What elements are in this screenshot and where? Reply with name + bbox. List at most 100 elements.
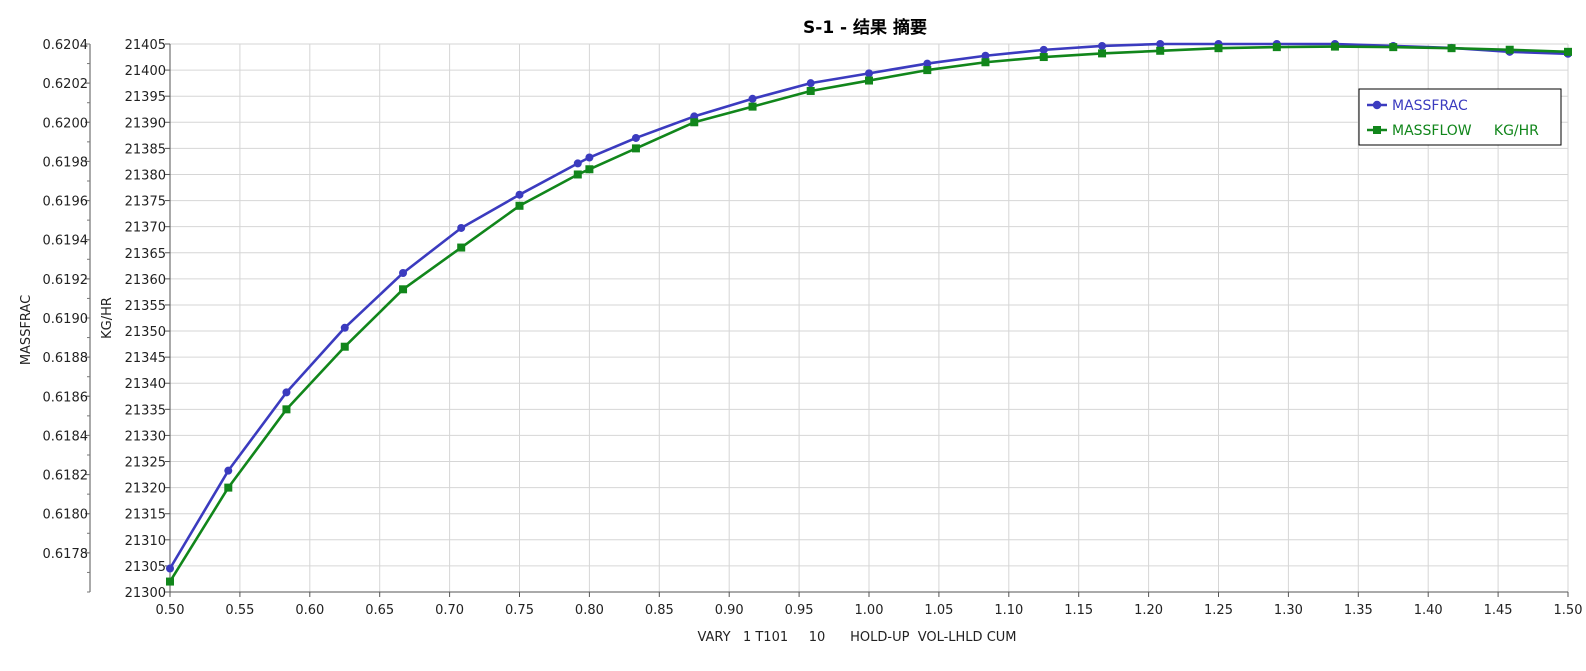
right-axis-tick-label: 21365 [125,247,166,262]
data-point-massflow [865,76,873,85]
x-tick-label: 1.40 [1414,603,1443,618]
left-axis-tick-label: 0.6190 [43,312,89,327]
series-layer [166,40,1572,586]
right-axis-ticks: 21300 21305 21310 21315 21320 21325 21330 21335… [125,38,170,601]
legend: MASSFRAC MASSFLOW KG/HR [1358,88,1562,146]
right-axis-tick-label: 21320 [125,482,166,497]
data-point-massflow [573,170,582,179]
data-point-massfrac [1098,41,1107,50]
x-tick-label: 0.60 [295,603,324,618]
right-axis-tick-label: 21330 [125,429,166,444]
left-axis-ticks: 0.6178 0.6180 0.6182 0.6184 0.6186 0.6188 0.61… [43,38,90,593]
left-axis-tick-label: 0.6192 [43,273,89,288]
legend-massfrac-label: MASSFRAC [1392,98,1468,114]
left-axis-tick-label: 0.6202 [43,77,89,92]
left-axis-tick-label: 0.6182 [43,469,89,484]
data-point-massflow [1098,49,1107,58]
data-point-massflow [1389,43,1398,52]
right-axis-tick-label: 21395 [125,90,166,105]
x-tick-label: 0.95 [785,603,814,618]
data-point-massflow [806,86,815,95]
left-axis-tick-label: 0.6204 [43,38,89,53]
right-axis-tick-label: 21300 [125,586,166,601]
data-point-massflow [1039,53,1048,62]
right-axis-tick-label: 21370 [125,221,166,236]
x-tick-label: 1.35 [1344,603,1373,618]
data-point-massfrac [573,159,582,168]
right-axis-tick-label: 21385 [125,142,166,157]
right-axis-tick-label: 21310 [125,534,166,549]
right-axis-tick-label: 21360 [125,273,166,288]
data-point-massfrac [1156,40,1165,48]
data-point-massfrac [585,153,594,162]
left-axis-tick-label: 0.6186 [43,390,89,405]
data-point-massflow [224,483,233,492]
right-axis-tick-label: 21405 [125,38,166,53]
x-tick-label: 0.80 [575,603,604,618]
data-point-massfrac [631,133,640,142]
data-point-massfrac [865,69,873,78]
left-axis-tick-label: 0.6200 [43,116,89,131]
data-point-massflow [1330,42,1339,51]
right-axis-tick-label: 21335 [125,403,166,418]
data-point-massfrac [1039,45,1048,54]
right-axis-tick-label: 21350 [125,325,166,340]
legend-entry-massflow: MASSFLOW KG/HR [1367,123,1539,139]
x-axis-label: VARY 1 T101 10 HOLD-UP VOL-LHLD CUM [697,630,1016,645]
data-point-massflow [457,243,466,252]
data-point-massflow [1214,44,1223,53]
right-axis-tick-label: 21400 [125,64,166,79]
legend-massflow-label: MASSFLOW KG/HR [1392,123,1539,139]
x-tick-label: 0.90 [715,603,744,618]
series-line-massflow [168,45,1569,583]
axes [89,44,1568,593]
data-point-massflow [399,285,408,294]
series-line-massfrac [168,42,1569,570]
right-axis-tick-label: 21375 [125,195,166,210]
right-axis-label: KG/HR [100,297,115,339]
data-point-massfrac [166,564,174,573]
right-axis-tick-label: 21380 [125,168,166,183]
left-axis-tick-label: 0.6194 [43,234,89,249]
data-point-massfrac [224,466,233,475]
legend-entry-massfrac: MASSFRAC [1367,98,1468,114]
data-point-massfrac [515,190,524,199]
x-tick-label: 1.10 [994,603,1023,618]
data-point-massfrac [457,223,466,232]
data-point-massflow [1272,43,1281,52]
data-point-massfrac [981,51,990,60]
data-point-massfrac [748,94,757,103]
chart-title: S-1 - 结果 摘要 [803,17,927,38]
data-point-massflow [1156,46,1165,55]
data-point-massflow [1564,47,1572,56]
data-point-massflow [981,58,990,67]
right-axis-tick-label: 21390 [125,116,166,131]
right-axis-tick-label: 21305 [125,560,166,575]
right-axis-tick-label: 21315 [125,508,166,523]
data-point-massfrac [282,388,291,397]
legend-box [1358,88,1562,146]
x-tick-label: 1.45 [1484,603,1513,618]
right-axis-tick-label: 21340 [125,377,166,392]
data-point-massflow [282,405,291,414]
data-point-massflow [340,342,349,351]
x-tick-label: 0.70 [435,603,464,618]
data-point-massfrac [923,59,932,68]
x-axis-ticks: 0.50 0.55 0.60 0.65 0.70 0.75 0.80 0.85 0.90 0.95… [156,592,1582,618]
x-tick-label: 1.05 [924,603,953,618]
right-axis-tick-label: 21345 [125,351,166,366]
data-point-massflow [690,118,699,127]
data-point-massfrac [340,323,349,332]
data-point-massfrac [806,79,815,88]
right-axis-tick-label: 21355 [125,299,166,314]
left-axis-tick-label: 0.6198 [43,155,89,170]
data-point-massflow [631,144,640,153]
data-point-massflow [166,577,174,586]
data-point-massflow [515,201,524,210]
x-tick-label: 0.65 [365,603,394,618]
grid-lines [169,43,1569,593]
data-point-massflow [585,165,594,174]
legend-massflow-marker [1373,126,1381,134]
